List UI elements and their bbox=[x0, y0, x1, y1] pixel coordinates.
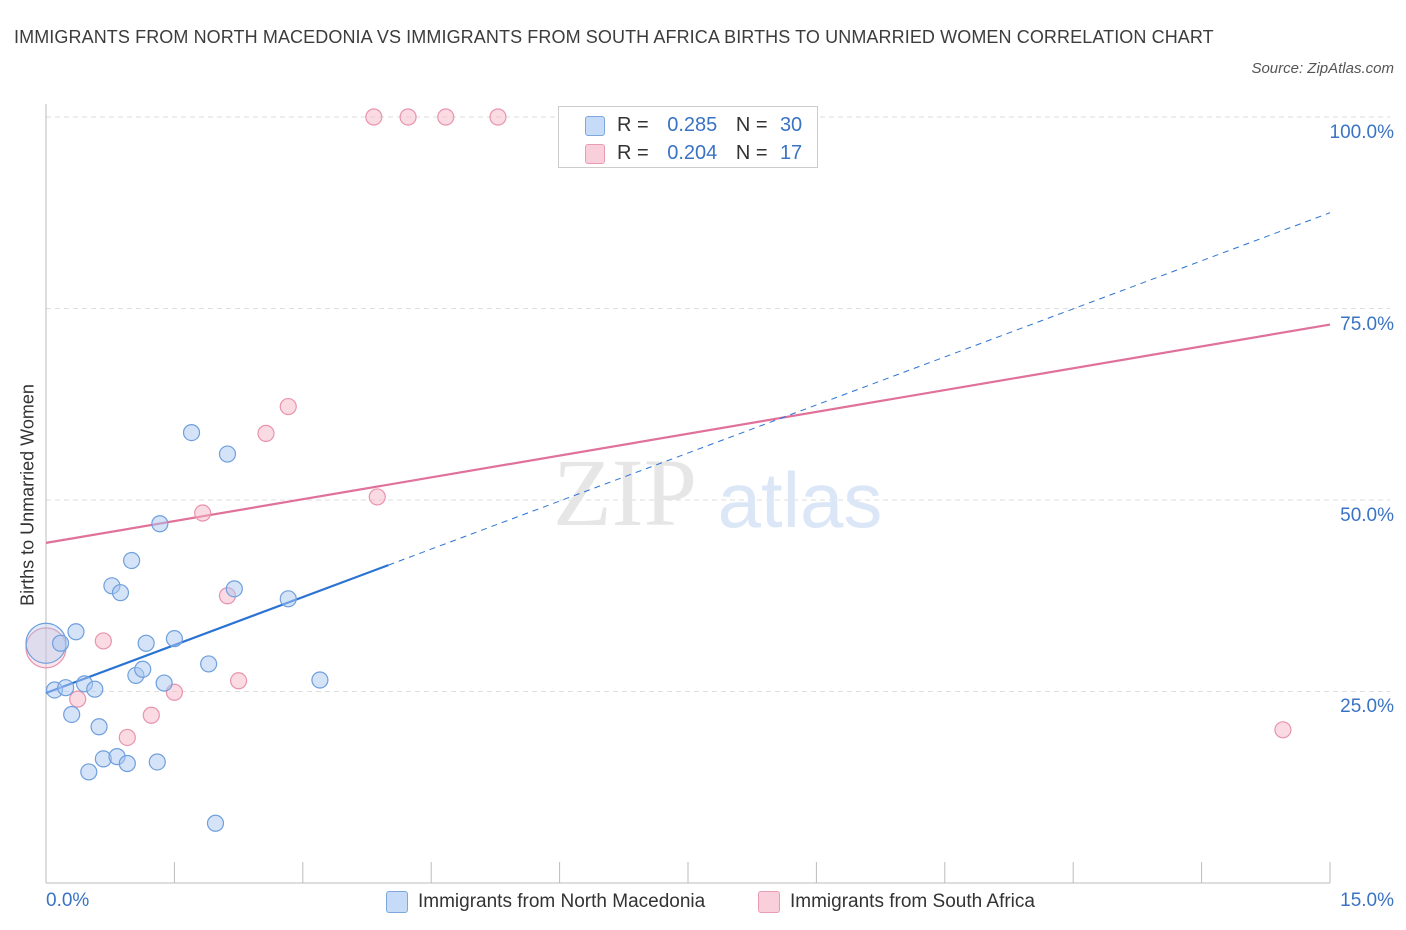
legend-swatch-north-macedonia bbox=[585, 116, 605, 136]
point-north-macedonia bbox=[134, 660, 152, 678]
chart-title: IMMIGRANTS FROM NORTH MACEDONIA VS IMMIG… bbox=[14, 27, 1214, 47]
watermark-atlas: atlas bbox=[718, 456, 883, 544]
point-north-macedonia bbox=[155, 674, 173, 692]
legend-r-value: 0.204 bbox=[667, 142, 718, 164]
point-north-macedonia bbox=[206, 814, 225, 832]
point-north-macedonia bbox=[200, 655, 218, 673]
point-north-macedonia bbox=[148, 753, 166, 771]
legend-n-label: N = bbox=[735, 142, 768, 164]
y-tick-50: 50.0% bbox=[1340, 505, 1394, 526]
y-tick-75: 75.0% bbox=[1340, 314, 1394, 335]
point-south-africa bbox=[230, 672, 248, 690]
point-south-africa bbox=[399, 108, 417, 126]
data-points bbox=[25, 108, 1292, 832]
source-label: Source: ZipAtlas.com bbox=[1251, 60, 1394, 77]
legend-n-value: 30 bbox=[779, 114, 803, 136]
legend-r-value: 0.285 bbox=[667, 114, 718, 136]
trend-line-north-macedonia-extension bbox=[388, 212, 1331, 566]
point-north-macedonia bbox=[67, 623, 85, 641]
x-tick-max: 15.0% bbox=[1340, 890, 1394, 911]
point-south-africa bbox=[94, 632, 112, 650]
point-north-macedonia bbox=[111, 584, 130, 602]
point-north-macedonia bbox=[51, 634, 70, 652]
legend-n-label: N = bbox=[735, 114, 768, 136]
point-south-africa bbox=[279, 397, 297, 416]
point-north-macedonia bbox=[123, 551, 141, 570]
point-north-macedonia bbox=[86, 680, 104, 698]
point-south-africa bbox=[118, 728, 136, 747]
point-south-africa bbox=[257, 424, 275, 442]
point-north-macedonia bbox=[311, 671, 329, 689]
point-south-africa bbox=[489, 108, 507, 126]
y-tick-100: 100.0% bbox=[1329, 122, 1394, 143]
point-north-macedonia bbox=[80, 763, 98, 781]
point-south-africa bbox=[194, 504, 212, 522]
legend-label-north-macedonia: Immigrants from North Macedonia bbox=[418, 891, 706, 912]
point-north-macedonia bbox=[225, 580, 243, 598]
point-south-africa bbox=[365, 108, 383, 126]
y-tick-25: 25.0% bbox=[1340, 696, 1394, 717]
trend-line-south-africa bbox=[45, 323, 1331, 544]
point-south-africa bbox=[1274, 721, 1292, 739]
point-south-africa bbox=[437, 108, 455, 126]
point-north-macedonia bbox=[165, 630, 183, 648]
correlation-legend: R = 0.285 N = 30 R = 0.204 N = 17 bbox=[558, 106, 818, 168]
point-south-africa bbox=[368, 488, 386, 506]
trend-line-north-macedonia bbox=[45, 564, 389, 695]
point-north-macedonia bbox=[137, 634, 155, 652]
point-north-macedonia bbox=[57, 679, 75, 697]
legend-swatch-south-africa bbox=[585, 144, 605, 164]
point-north-macedonia bbox=[90, 718, 108, 736]
legend-swatch-north-macedonia bbox=[386, 891, 408, 913]
axes bbox=[45, 104, 1331, 884]
point-north-macedonia bbox=[63, 705, 81, 724]
point-north-macedonia bbox=[279, 590, 297, 608]
point-north-macedonia bbox=[218, 445, 237, 463]
point-south-africa bbox=[69, 690, 87, 708]
legend-label-south-africa: Immigrants from South Africa bbox=[790, 891, 1035, 912]
legend-r-label: R = bbox=[617, 114, 649, 136]
legend-r-label: R = bbox=[617, 142, 649, 164]
grid-lines bbox=[46, 116, 1390, 692]
x-tick-min: 0.0% bbox=[46, 890, 90, 911]
point-north-macedonia bbox=[182, 423, 201, 442]
point-north-macedonia bbox=[118, 754, 136, 773]
trend-lines bbox=[45, 212, 1331, 695]
point-south-africa bbox=[142, 706, 160, 724]
point-north-macedonia bbox=[151, 515, 169, 533]
watermark-zip: ZIP bbox=[553, 439, 697, 546]
legend-n-value: 17 bbox=[779, 142, 803, 164]
legend-swatch-south-africa bbox=[758, 891, 780, 913]
y-axis-label: Births to Unmarried Women bbox=[17, 384, 38, 606]
